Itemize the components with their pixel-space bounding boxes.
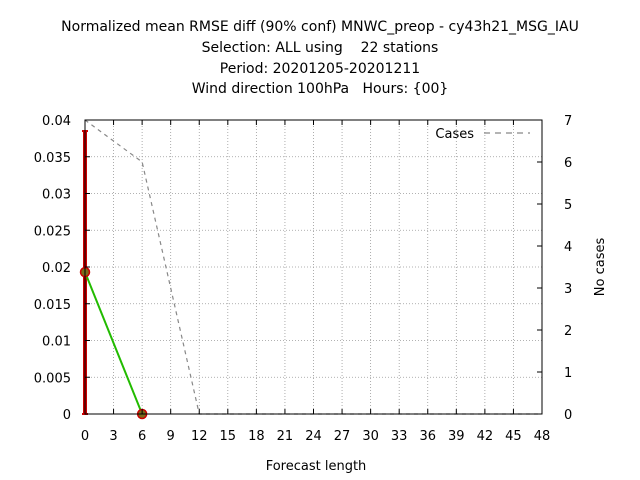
y-right-tick-label: 4 [564, 240, 572, 255]
x-tick-label: 21 [277, 429, 294, 444]
y-right-tick-label: 1 [564, 366, 572, 381]
x-tick-label: 27 [334, 429, 351, 444]
y-left-tick-label: 0.02 [42, 261, 71, 276]
x-tick-label: 39 [448, 429, 465, 444]
x-tick-label: 45 [505, 429, 522, 444]
y-left-tick-label: 0.035 [34, 151, 71, 166]
x-tick-label: 3 [109, 429, 117, 444]
y-left-tick-label: 0.03 [42, 188, 71, 203]
x-tick-label: 18 [248, 429, 265, 444]
y-left-tick-label: 0.005 [34, 371, 71, 386]
x-axis-ticks: 0 3 6 9 12 15 18 21 24 27 30 33 36 39 42 45 48 [81, 120, 550, 444]
x-tick-label: 30 [362, 429, 379, 444]
x-tick-label: 15 [220, 429, 237, 444]
chart-title-line-4: Wind direction 100hPa Hours: {00} [191, 81, 449, 97]
y-axis-right-label: No cases [593, 238, 608, 297]
legend-label-cases: Cases [435, 127, 474, 142]
x-tick-label: 36 [419, 429, 436, 444]
chart-title-line-1: Normalized mean RMSE diff (90% conf) MNW… [61, 19, 579, 35]
y-axis-left-ticks: 0 0.005 0.01 0.015 0.02 0.025 0.03 0.035 0.04 [34, 114, 90, 423]
x-tick-label: 48 [534, 429, 551, 444]
x-tick-label: 33 [391, 429, 408, 444]
rmse-diff-line [84, 271, 144, 415]
grid-lines [85, 120, 542, 414]
x-tick-label: 42 [477, 429, 494, 444]
y-left-tick-label: 0.04 [42, 114, 71, 129]
y-right-tick-label: 0 [564, 408, 572, 423]
y-left-tick-label: 0.01 [42, 335, 71, 350]
chart-title-line-3: Period: 20201205-20201211 [219, 61, 421, 77]
y-left-tick-label: 0.015 [34, 298, 71, 313]
y-axis-right-ticks: 0 1 2 3 4 5 6 7 [537, 114, 572, 423]
y-right-tick-label: 2 [564, 324, 572, 339]
x-tick-label: 6 [138, 429, 146, 444]
y-right-tick-label: 5 [564, 198, 572, 213]
x-tick-label: 24 [305, 429, 322, 444]
x-tick-label: 9 [167, 429, 175, 444]
y-left-tick-label: 0 [63, 408, 71, 423]
y-right-tick-label: 7 [564, 114, 572, 129]
y-right-tick-label: 3 [564, 282, 572, 297]
x-tick-label: 12 [191, 429, 208, 444]
legend: Cases [435, 127, 530, 142]
y-right-tick-label: 6 [564, 156, 572, 171]
x-tick-label: 0 [81, 429, 89, 444]
y-left-tick-label: 0.025 [34, 224, 71, 239]
x-axis-label: Forecast length [266, 459, 367, 474]
chart-title-line-2: Selection: ALL using 22 stations [201, 40, 439, 56]
